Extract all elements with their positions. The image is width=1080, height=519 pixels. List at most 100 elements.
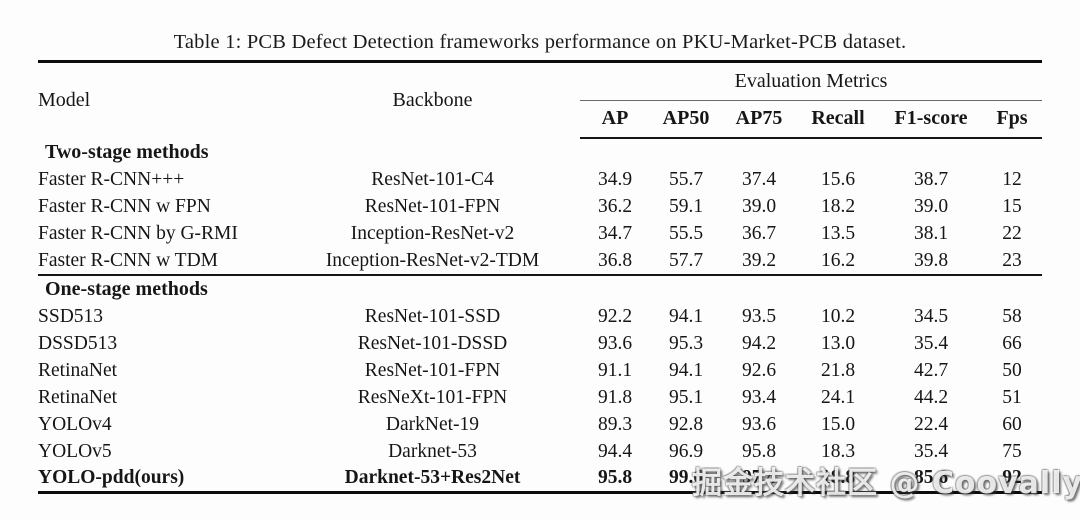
ap-cell: 92.2 xyxy=(597,306,633,327)
fps-cell: 12 xyxy=(1002,169,1022,190)
model-cell: YOLOv5 xyxy=(38,441,112,462)
ap75-cell: 39.0 xyxy=(741,196,777,217)
backbone-cell: ResNet-101-C4 xyxy=(371,169,494,190)
fps-cell: 60 xyxy=(1002,414,1022,435)
section-header-one-stage: One-stage methods xyxy=(38,273,1043,304)
ap50-cell: 92.8 xyxy=(668,414,704,435)
fps-cell: 50 xyxy=(1002,360,1022,381)
recall-cell: 18.8 xyxy=(796,465,880,494)
recall-cell: 18.3 xyxy=(820,441,856,462)
table-row: Faster R-CNN w TDM Inception-ResNet-v2-T… xyxy=(38,248,1042,275)
ap-cell: 89.3 xyxy=(597,414,633,435)
f1-score-cell: 34.5 xyxy=(913,306,949,327)
section-label: Two-stage methods xyxy=(45,141,209,163)
ap-cell: 91.1 xyxy=(597,360,633,381)
ap50-cell: 55.5 xyxy=(668,223,704,244)
col-header-ap50: AP50 xyxy=(650,100,722,139)
table-header: Model Backbone Evaluation Metrics AP AP5… xyxy=(38,60,1043,139)
header-group-row: Model Backbone Evaluation Metrics xyxy=(38,60,1043,138)
recall-cell: 24.1 xyxy=(820,387,856,408)
model-cell: RetinaNet xyxy=(38,360,118,381)
fps-cell: 92 xyxy=(982,465,1043,494)
col-header-ap75: AP75 xyxy=(722,100,796,139)
f1-score-cell: 35.4 xyxy=(913,333,949,354)
f1-score-cell: 22.4 xyxy=(913,414,949,435)
ap75-cell: 37.4 xyxy=(741,169,777,190)
section-header-two-stage: Two-stage methods xyxy=(38,138,1042,167)
ap50-cell: 57.7 xyxy=(668,249,704,271)
model-cell: Faster R-CNN+++ xyxy=(38,169,185,190)
ap-cell: 91.8 xyxy=(597,387,633,408)
ap-cell: 94.4 xyxy=(597,441,633,462)
ap-cell: 36.2 xyxy=(597,196,633,217)
f1-score-cell: 38.7 xyxy=(913,169,949,190)
ap75-cell: 39.2 xyxy=(741,249,777,271)
section-label: One-stage methods xyxy=(38,273,1043,304)
ap75-cell: 36.7 xyxy=(741,223,777,244)
col-header-model: Model xyxy=(38,60,285,138)
recall-cell: 16.2 xyxy=(820,249,856,271)
backbone-cell: Inception-ResNet-v2 xyxy=(350,223,515,244)
ap75-cell: 93.4 xyxy=(741,387,777,408)
header-metric-row: AP AP50 AP75 Recall F1-score Fps xyxy=(38,100,1043,139)
model-cell: YOLOv4 xyxy=(38,414,112,435)
results-table: Model Backbone Evaluation Metrics AP AP5… xyxy=(38,60,1043,494)
ap50-cell: 94.1 xyxy=(668,306,704,327)
backbone-cell: ResNeXt-101-FPN xyxy=(357,387,508,408)
fps-cell: 22 xyxy=(1002,223,1022,244)
ap75-cell: 95.8 xyxy=(741,441,777,462)
model-cell: YOLO-pdd(ours) xyxy=(38,465,285,494)
ap75-cell: 94.2 xyxy=(741,333,777,354)
ap50-cell: 95.3 xyxy=(668,333,704,354)
model-cell: Faster R-CNN by G-RMI xyxy=(38,223,238,244)
fps-cell: 75 xyxy=(1002,441,1022,462)
backbone-cell: DarkNet-19 xyxy=(385,414,480,435)
ap-cell: 36.8 xyxy=(597,249,633,271)
f1-score-cell: 38.1 xyxy=(913,223,949,244)
recall-cell: 15.0 xyxy=(820,414,856,435)
fps-cell: 66 xyxy=(1002,333,1022,354)
ap50-cell: 99.6 xyxy=(650,465,722,494)
table-row: Faster R-CNN w FPN ResNet-101-FPN 36.2 5… xyxy=(38,194,1042,221)
backbone-cell: Darknet-53 xyxy=(388,441,477,462)
f1-score-cell: 35.4 xyxy=(913,441,949,462)
backbone-cell: ResNet-101-SSD xyxy=(364,306,501,327)
table-row: RetinaNet ResNet-101-FPN 91.1 94.1 92.6 … xyxy=(38,358,1042,385)
recall-cell: 15.6 xyxy=(820,169,856,190)
f1-score-cell: 42.7 xyxy=(913,360,949,381)
table-row: SSD513 ResNet-101-SSD 92.2 94.1 93.5 10.… xyxy=(38,304,1042,331)
model-cell: Faster R-CNN w TDM xyxy=(38,249,219,271)
ap-cell: 34.9 xyxy=(597,169,633,190)
fps-cell: 51 xyxy=(1002,387,1022,408)
model-cell: RetinaNet xyxy=(38,387,118,408)
model-cell: Faster R-CNN w FPN xyxy=(38,196,211,217)
model-cell: DSSD513 xyxy=(38,333,118,354)
table-row-ours-highlight: YOLO-pdd(ours) Darknet-53+Res2Net 95.8 9… xyxy=(38,465,1043,494)
table-row: DSSD513 ResNet-101-DSSD 93.6 95.3 94.2 1… xyxy=(38,331,1042,358)
col-header-backbone: Backbone xyxy=(285,60,580,138)
table-row: YOLOv5 Darknet-53 94.4 96.9 95.8 18.3 35… xyxy=(38,439,1042,466)
recall-cell: 10.2 xyxy=(820,306,856,327)
ap75-cell: 93.6 xyxy=(741,414,777,435)
ap50-cell: 55.7 xyxy=(668,169,704,190)
ap75-cell: 97.4 xyxy=(722,465,796,494)
backbone-cell: ResNet-101-DSSD xyxy=(357,333,508,354)
recall-cell: 13.5 xyxy=(820,223,856,244)
ap-cell: 34.7 xyxy=(597,223,633,244)
ap50-cell: 59.1 xyxy=(668,196,704,217)
col-header-recall: Recall xyxy=(796,100,880,139)
f1-score-cell: 39.8 xyxy=(913,249,949,271)
fps-cell: 23 xyxy=(1002,249,1022,271)
table-row: YOLOv4 DarkNet-19 89.3 92.8 93.6 15.0 22… xyxy=(38,412,1042,439)
table-row: Faster R-CNN+++ ResNet-101-C4 34.9 55.7 … xyxy=(38,167,1042,194)
f1-score-cell: 39.0 xyxy=(913,196,949,217)
backbone-cell: ResNet-101-FPN xyxy=(364,360,501,381)
backbone-cell: Inception-ResNet-v2-TDM xyxy=(325,249,540,271)
model-cell: SSD513 xyxy=(38,306,104,327)
fps-cell: 58 xyxy=(1002,306,1022,327)
col-header-f1-score: F1-score xyxy=(880,100,982,139)
f1-score-cell: 44.2 xyxy=(913,387,949,408)
ap75-cell: 92.6 xyxy=(741,360,777,381)
backbone-cell: Darknet-53+Res2Net xyxy=(285,465,580,494)
